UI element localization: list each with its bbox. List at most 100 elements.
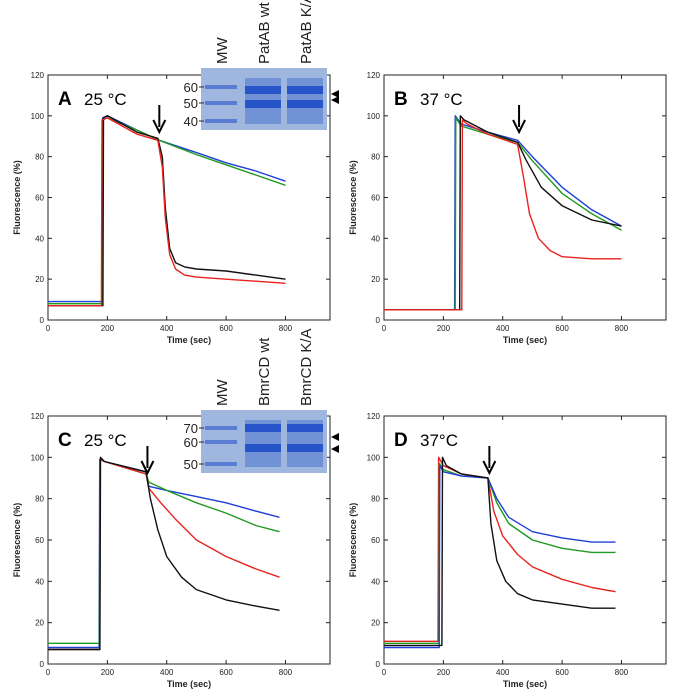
x-tick-label: 200 bbox=[437, 668, 451, 677]
x-tick-label: 400 bbox=[496, 668, 510, 677]
arrow-head bbox=[152, 119, 167, 135]
y-tick-label: 80 bbox=[371, 153, 380, 162]
gel-lane-label: MW bbox=[214, 37, 231, 64]
plot-frame bbox=[383, 415, 667, 665]
gel-protein-band bbox=[245, 86, 281, 94]
series-line-green bbox=[48, 117, 286, 305]
series-line-red bbox=[48, 117, 286, 307]
gel-lane-label: PatAB wt bbox=[256, 1, 273, 64]
gel-ladder-band bbox=[205, 85, 237, 89]
gel-marker-label: 50 bbox=[184, 96, 198, 111]
x-tick-label: 800 bbox=[279, 668, 293, 677]
temperature-label: 25 °C bbox=[84, 90, 127, 109]
y-tick-label: 40 bbox=[35, 577, 44, 586]
x-tick-label: 0 bbox=[46, 324, 51, 333]
x-tick-label: 400 bbox=[496, 324, 510, 333]
y-tick-label: 40 bbox=[371, 577, 380, 586]
x-tick-label: 600 bbox=[555, 668, 569, 677]
gel-arrowhead bbox=[331, 445, 339, 453]
gel-marker-label: 40 bbox=[184, 114, 198, 129]
plot-frame bbox=[383, 74, 667, 321]
panel-letter: A bbox=[58, 89, 72, 110]
arrow-head bbox=[482, 460, 497, 476]
gel-arrowhead bbox=[331, 433, 339, 441]
gel-marker-label: 60 bbox=[184, 80, 198, 95]
series-line-green bbox=[48, 458, 280, 644]
y-tick-label: 120 bbox=[31, 412, 45, 421]
y-tick-label: 100 bbox=[367, 453, 381, 462]
series-line-red bbox=[48, 458, 280, 651]
series-line-green bbox=[384, 117, 622, 311]
y-axis-label: Fluorescence (%) bbox=[348, 503, 358, 578]
y-tick-label: 0 bbox=[376, 316, 381, 325]
gel-arrowhead bbox=[331, 96, 339, 104]
series-line-blue bbox=[384, 464, 616, 649]
x-tick-label: 200 bbox=[101, 324, 115, 333]
gel-ladder-band bbox=[205, 462, 237, 466]
series-line-black bbox=[384, 115, 622, 311]
y-tick-label: 20 bbox=[35, 275, 44, 284]
gel-lane-label: MW bbox=[214, 379, 231, 406]
y-tick-label: 0 bbox=[40, 660, 45, 669]
y-tick-label: 120 bbox=[367, 71, 381, 80]
x-tick-label: 0 bbox=[382, 324, 387, 333]
panel-C: 0 20 40 60 80 100 120 0 200 400 600 800 Time (sec) Fl… bbox=[12, 328, 339, 689]
y-tick-label: 40 bbox=[35, 234, 44, 243]
y-tick-label: 40 bbox=[371, 234, 380, 243]
gel-protein-band bbox=[245, 100, 281, 108]
gel-protein-band bbox=[287, 424, 323, 432]
x-tick-label: 400 bbox=[160, 324, 174, 333]
x-tick-label: 600 bbox=[555, 324, 569, 333]
gel-lane-label: BmrCD wt bbox=[256, 337, 273, 406]
gel-ladder-band bbox=[205, 101, 237, 105]
gel-protein-band bbox=[287, 86, 323, 94]
y-tick-label: 120 bbox=[31, 71, 45, 80]
x-tick-label: 800 bbox=[615, 324, 629, 333]
y-tick-label: 20 bbox=[35, 619, 44, 628]
arrow-annotation bbox=[482, 446, 497, 476]
y-tick-label: 80 bbox=[35, 153, 44, 162]
series-line-black bbox=[48, 115, 286, 307]
panel-B: 0 20 40 60 80 100 120 0 200 400 600 800 Time (sec) Fl… bbox=[348, 71, 667, 345]
x-tick-label: 0 bbox=[382, 668, 387, 677]
x-axis-label: Time (sec) bbox=[503, 335, 547, 345]
x-axis-label: Time (sec) bbox=[167, 335, 211, 345]
y-tick-label: 120 bbox=[367, 412, 381, 421]
y-tick-label: 0 bbox=[376, 660, 381, 669]
y-tick-label: 20 bbox=[371, 275, 380, 284]
y-tick-label: 60 bbox=[35, 194, 44, 203]
x-tick-label: 600 bbox=[219, 668, 233, 677]
gel-marker-label: 50 bbox=[184, 457, 198, 472]
gel-lane-label: PatAB K/A bbox=[298, 0, 315, 64]
temperature-label: 25 °C bbox=[84, 431, 127, 450]
y-tick-label: 100 bbox=[31, 112, 45, 121]
arrow-annotation bbox=[140, 446, 155, 476]
y-tick-label: 80 bbox=[371, 495, 380, 504]
panel-letter: C bbox=[58, 430, 72, 451]
y-axis-label: Fluorescence (%) bbox=[348, 160, 358, 235]
panel-letter: D bbox=[394, 430, 408, 451]
x-axis-label: Time (sec) bbox=[503, 679, 547, 689]
x-tick-label: 600 bbox=[219, 324, 233, 333]
y-tick-label: 100 bbox=[367, 112, 381, 121]
gel-ladder-band bbox=[205, 119, 237, 123]
series-line-red bbox=[384, 119, 622, 311]
gel-protein-band bbox=[245, 424, 281, 432]
gel-protein-band bbox=[245, 444, 281, 452]
y-axis-label: Fluorescence (%) bbox=[12, 160, 22, 235]
series-line-blue bbox=[384, 115, 622, 311]
y-axis-label: Fluorescence (%) bbox=[12, 503, 22, 578]
arrow-head bbox=[512, 119, 526, 135]
y-tick-label: 20 bbox=[371, 619, 380, 628]
y-tick-label: 100 bbox=[31, 453, 45, 462]
series-line-black bbox=[48, 456, 280, 651]
y-tick-label: 80 bbox=[35, 495, 44, 504]
temperature-label: 37 °C bbox=[420, 90, 463, 109]
series-line-blue bbox=[48, 458, 280, 649]
gel-arrowhead bbox=[331, 90, 339, 98]
series-line-red bbox=[384, 456, 616, 642]
temperature-label: 37°C bbox=[420, 431, 458, 450]
gel-ladder-band bbox=[205, 426, 237, 430]
